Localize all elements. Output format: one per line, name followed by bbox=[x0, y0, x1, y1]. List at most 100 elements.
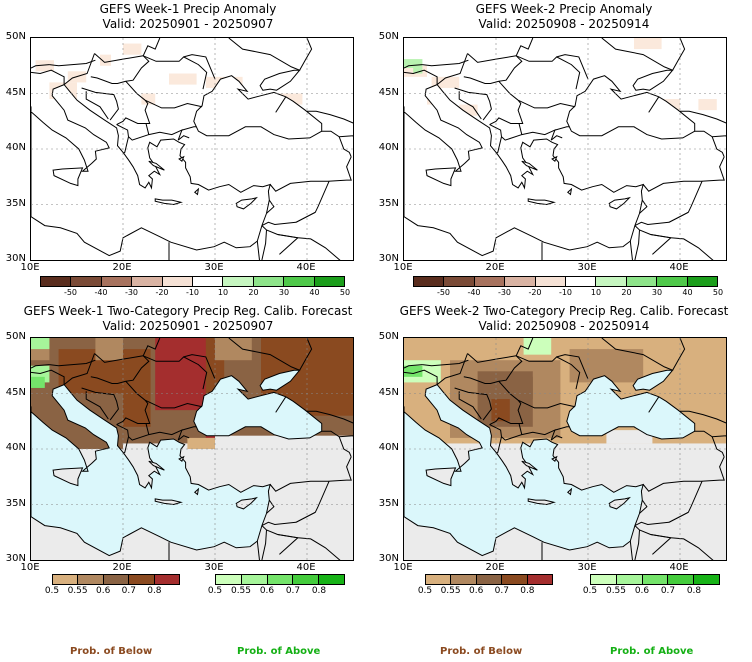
country-border bbox=[634, 529, 640, 560]
country-border bbox=[650, 234, 714, 260]
forecast-cell bbox=[404, 365, 423, 377]
country-border bbox=[266, 199, 275, 214]
country-border bbox=[517, 399, 524, 424]
country-border bbox=[144, 99, 151, 124]
forecast-cell bbox=[698, 99, 717, 111]
forecast-cell bbox=[31, 376, 45, 388]
forecast-cell bbox=[100, 54, 112, 66]
forecast-cell bbox=[123, 43, 142, 55]
country-border bbox=[404, 64, 423, 69]
country-border bbox=[467, 53, 517, 63]
lat-label: 45N bbox=[378, 386, 399, 398]
lesbos-island bbox=[178, 155, 185, 163]
crete-island bbox=[154, 198, 183, 206]
country-border bbox=[454, 87, 492, 121]
country-border bbox=[228, 338, 300, 371]
anomaly-tick-label: -10 bbox=[185, 288, 200, 297]
country-border bbox=[642, 456, 725, 492]
lat-label: 35N bbox=[378, 197, 399, 209]
forecast-cell bbox=[431, 76, 460, 88]
country-border bbox=[422, 59, 469, 67]
country-border bbox=[517, 99, 524, 124]
country-border bbox=[299, 338, 313, 371]
country-border bbox=[321, 430, 353, 438]
country-border bbox=[601, 38, 673, 71]
panel3-map bbox=[30, 337, 354, 561]
prob-tick-label: 0.7 bbox=[660, 586, 676, 596]
country-border bbox=[148, 129, 183, 141]
country-border bbox=[629, 241, 633, 260]
prob-above-label-2: Prob. of Above bbox=[610, 646, 694, 657]
country-border bbox=[629, 541, 633, 560]
anomaly-tick-label: -30 bbox=[497, 288, 512, 297]
country-border bbox=[436, 353, 468, 385]
country-border bbox=[31, 369, 65, 385]
med-sea bbox=[31, 383, 271, 557]
country-border bbox=[639, 499, 648, 514]
country-border bbox=[94, 353, 144, 363]
country-border bbox=[668, 211, 689, 223]
forecast-cell bbox=[459, 104, 478, 116]
country-border bbox=[554, 426, 570, 431]
country-border bbox=[458, 91, 482, 120]
lat-label: 35N bbox=[378, 497, 399, 509]
country-border bbox=[277, 534, 341, 560]
prob-below-label-1: Prob. of Below bbox=[70, 646, 153, 657]
country-border bbox=[556, 54, 589, 80]
country-border bbox=[49, 59, 96, 67]
anomaly-tick-label: -40 bbox=[94, 288, 108, 297]
lat-label: 45N bbox=[5, 86, 26, 98]
lat-label: 45N bbox=[5, 386, 26, 398]
country-border bbox=[517, 99, 576, 109]
lat-label: 30N bbox=[5, 253, 26, 264]
country-border bbox=[90, 355, 150, 384]
prob-tick-label: 0.55 bbox=[605, 586, 627, 596]
prob-tick-label: 0.8 bbox=[311, 586, 327, 596]
country-border bbox=[672, 38, 686, 71]
lesbos-island bbox=[178, 455, 185, 463]
lat-label: 50N bbox=[5, 31, 26, 42]
euboea-island bbox=[521, 160, 538, 171]
below-colorbar-2 bbox=[425, 574, 553, 585]
lesbos-island bbox=[551, 455, 558, 463]
country-border bbox=[148, 429, 183, 441]
rhodes-island bbox=[567, 487, 573, 496]
black-sea bbox=[566, 375, 696, 440]
panel4-map bbox=[403, 337, 727, 561]
country-border bbox=[295, 211, 316, 223]
lon-label: 10E bbox=[20, 562, 40, 573]
lat-label: 45N bbox=[378, 86, 399, 98]
country-border bbox=[269, 456, 352, 492]
country-border bbox=[307, 410, 353, 424]
lat-label: 50N bbox=[5, 331, 26, 342]
lon-label: 20E bbox=[112, 562, 132, 573]
country-border bbox=[299, 38, 313, 71]
rhodes-island bbox=[194, 187, 200, 196]
country-border bbox=[517, 399, 576, 409]
forecast-cell bbox=[661, 338, 726, 372]
forecast-cell bbox=[606, 430, 653, 444]
country-border bbox=[338, 136, 352, 157]
sicily-island bbox=[52, 167, 84, 187]
lat-label: 35N bbox=[5, 197, 26, 209]
anomaly-tick-label: 30 bbox=[651, 288, 663, 297]
anomaly-tick-label: 40 bbox=[309, 288, 320, 297]
country-border bbox=[672, 338, 686, 371]
country-border bbox=[680, 110, 726, 124]
lon-label: 20E bbox=[112, 262, 132, 273]
country-border bbox=[116, 417, 150, 441]
forecast-cell bbox=[35, 60, 54, 72]
lon-label: 10E bbox=[20, 262, 40, 273]
country-border bbox=[556, 354, 589, 380]
country-border bbox=[269, 156, 352, 192]
country-border bbox=[85, 91, 109, 120]
prob-tick-label: 0.5 bbox=[44, 586, 60, 596]
country-border bbox=[648, 96, 660, 113]
med-sea bbox=[31, 83, 271, 257]
rhodes-island bbox=[194, 487, 200, 496]
prob-tick-label: 0.6 bbox=[259, 586, 275, 596]
country-border bbox=[650, 534, 714, 560]
country-border bbox=[680, 410, 726, 424]
azov-sea bbox=[259, 369, 301, 391]
country-border bbox=[489, 117, 523, 141]
